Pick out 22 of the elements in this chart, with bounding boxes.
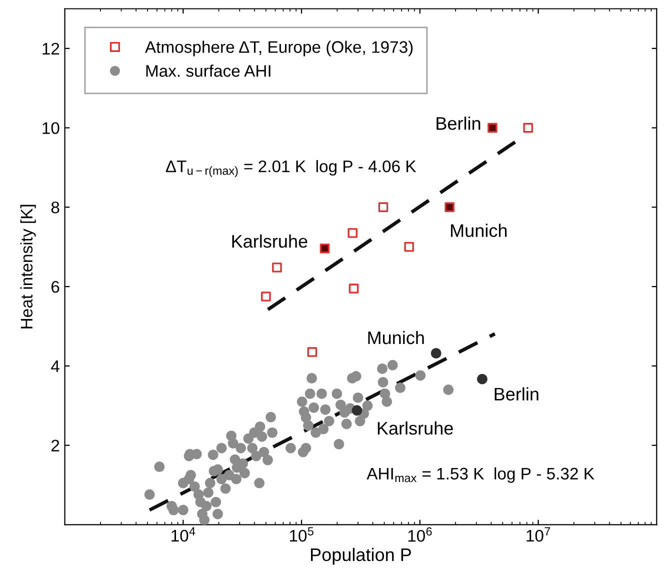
legend-label: Atmosphere ΔT, Europe (Oke, 1973) (145, 40, 413, 56)
x-tick-label: 10$^{5}$ (290, 527, 314, 542)
legend-label: Max. surface AHI (146, 64, 270, 77)
x-tick-label: 10$^{6}$ (408, 527, 432, 542)
annotation: Karlsruhe (378, 421, 453, 435)
annotation: Munich (451, 224, 507, 238)
y-tick-label: 8 (51, 202, 60, 214)
y-tick-label: 12 (42, 42, 60, 54)
y-tick-label: 10 (42, 122, 60, 134)
y-tick-label: 4 (51, 360, 60, 372)
annotation: Berlin (494, 387, 538, 401)
annotation: AHI$_{max}$ = 1.53 K log P - 5.32 K (366, 467, 594, 483)
x-tick-label: 10$^{4}$ (172, 527, 196, 542)
y-axis-title: Heat intensity [K] (20, 204, 36, 328)
y-tick-label: 2 (52, 440, 60, 452)
annotation: Berlin (436, 116, 480, 130)
x-tick-label: 10$^{7}$ (526, 527, 550, 542)
annotation: Munich (368, 330, 424, 344)
y-tick-label: 6 (52, 280, 60, 293)
x-axis-title: Population P (311, 548, 411, 565)
annotation: ΔT$_{u−r(max)}$ = 2.01 K log P - 4.06 K (166, 160, 416, 178)
annotation: Karlsruhe (232, 234, 308, 248)
